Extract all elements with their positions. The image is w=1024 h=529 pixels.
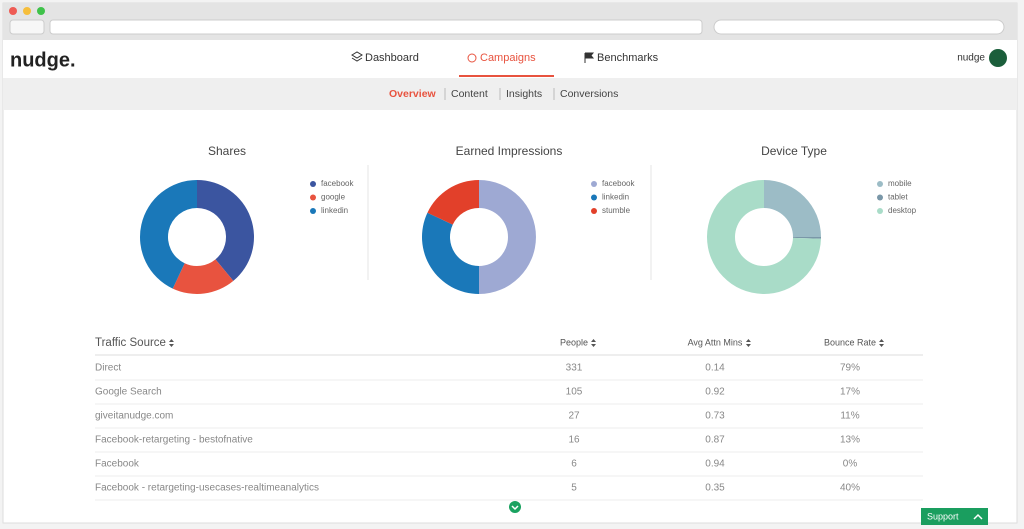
value-cell: 331	[566, 363, 583, 374]
donut-slice[interactable]	[792, 237, 821, 239]
column-header[interactable]: Bounce Rate	[824, 337, 876, 347]
legend-swatch	[310, 194, 316, 201]
value-cell: 79%	[840, 363, 860, 374]
campaigns-icon	[467, 53, 477, 63]
value-cell: 6	[571, 459, 577, 470]
legend-swatch	[877, 194, 883, 201]
value-cell: 16	[568, 435, 580, 446]
source-cell: Facebook - retargeting-usecases-realtime…	[95, 483, 319, 494]
value-cell: 17%	[840, 387, 860, 398]
column-header[interactable]: Avg Attn Mins	[688, 337, 743, 347]
chevron	[511, 505, 519, 511]
value-cell: 40%	[840, 483, 860, 494]
legend-swatch	[877, 181, 883, 187]
sub-nav-item[interactable]: Insights	[506, 88, 542, 100]
close-dot[interactable]	[9, 7, 17, 15]
address-bar[interactable]	[49, 19, 703, 35]
legend-label: stumble	[602, 206, 631, 215]
sub-nav-items: Overview Content Insights Conversions	[389, 88, 618, 100]
value-cell: 0.92	[705, 387, 725, 398]
chart-title: Shares	[208, 144, 246, 158]
search-bar[interactable]	[713, 19, 1005, 35]
legend-label: desktop	[888, 206, 917, 215]
legend-label: facebook	[321, 179, 354, 188]
value-cell: 0%	[843, 459, 858, 470]
value-cell: 0.87	[705, 435, 725, 446]
chart-title: Device Type	[761, 144, 827, 158]
top-nav	[3, 40, 1017, 78]
support-arrow	[973, 513, 983, 520]
legend-label: facebook	[602, 179, 635, 188]
source-cell: Facebook-retargeting - bestofnative	[95, 435, 253, 446]
value-cell: 27	[568, 411, 580, 422]
donut-slice[interactable]	[764, 180, 821, 237]
donut-slice[interactable]	[172, 259, 234, 294]
legend-label: mobile	[888, 179, 912, 188]
column-header[interactable]: Traffic Source	[95, 337, 166, 349]
value-cell: 105	[566, 387, 583, 398]
dashboard-icon	[351, 51, 363, 62]
user-name[interactable]: nudge	[957, 53, 985, 64]
value-cell: 11%	[840, 411, 859, 422]
legend-swatch	[591, 208, 597, 214]
min-dot[interactable]	[23, 7, 31, 15]
legend-label: linkedin	[602, 193, 629, 202]
sub-nav-item[interactable]: Conversions	[560, 88, 618, 100]
sub-nav-item[interactable]: Overview	[389, 88, 437, 100]
nav-item[interactable]: Dashboard	[365, 52, 419, 64]
source-cell: Direct	[95, 363, 121, 374]
value-cell: 0.14	[705, 363, 725, 374]
sort-icon[interactable]	[591, 339, 597, 347]
legend-swatch	[877, 208, 883, 214]
max-dot[interactable]	[37, 7, 45, 15]
logo[interactable]: nudge.	[10, 49, 76, 71]
donut-slice[interactable]	[422, 212, 479, 294]
legend-swatch	[591, 194, 597, 201]
donut-slice[interactable]	[479, 180, 536, 294]
support-button[interactable]	[921, 508, 988, 525]
legend-label: linkedin	[321, 206, 348, 215]
nav-arrows[interactable]	[9, 19, 45, 35]
sub-nav-item[interactable]: Content	[451, 88, 488, 100]
source-cell: Google Search	[95, 387, 162, 398]
value-cell: 0.73	[705, 411, 725, 422]
chart-title: Earned Impressions	[456, 144, 563, 158]
value-cell: 0.94	[705, 459, 725, 470]
value-cell: 13%	[840, 435, 860, 446]
scroll-down[interactable]	[509, 501, 521, 513]
donut-slice[interactable]	[427, 180, 479, 225]
sort-icon[interactable]	[168, 339, 174, 347]
legend-swatch	[310, 181, 316, 187]
source-cell: giveitanudge.com	[95, 411, 173, 422]
value-cell: 5	[571, 483, 577, 494]
donut-slice[interactable]	[706, 180, 821, 294]
source-cell: Facebook	[95, 459, 140, 470]
sort-icon[interactable]	[745, 339, 751, 347]
benchmarks-icon	[584, 52, 595, 63]
value-cell: 0.35	[705, 483, 725, 494]
donut-slice[interactable]	[140, 180, 197, 289]
sub-nav	[3, 78, 1017, 110]
legend-label: google	[321, 193, 346, 202]
legend-swatch	[310, 208, 316, 214]
support-label[interactable]: Support	[927, 511, 959, 521]
legend-swatch	[591, 181, 597, 187]
sort-icon[interactable]	[879, 339, 885, 347]
avatar[interactable]	[989, 49, 1007, 67]
legend-label: tablet	[888, 193, 908, 202]
nav-item[interactable]: Benchmarks	[597, 52, 659, 64]
charts: Shares facebook google linkedin Earned Impre…	[140, 144, 917, 294]
active-underline	[459, 75, 554, 77]
column-header[interactable]: People	[560, 337, 588, 347]
donut-slice[interactable]	[197, 180, 255, 281]
table: Traffic Source People Avg Attn Mins Bounce …	[95, 337, 923, 501]
nav-item-active[interactable]: Campaigns	[480, 52, 536, 64]
